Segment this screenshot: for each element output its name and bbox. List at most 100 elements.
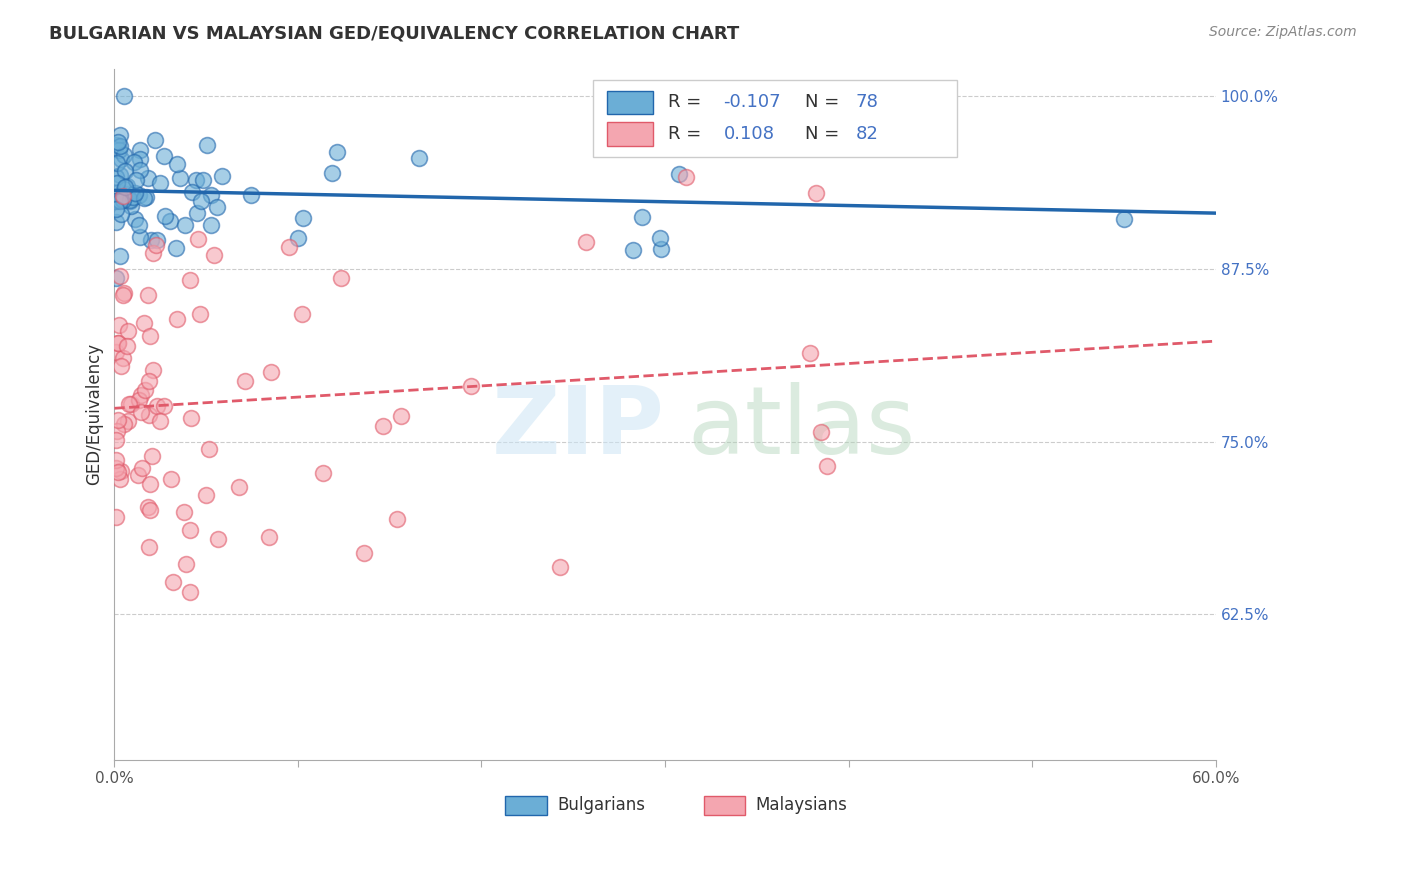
Point xyxy=(292,211,315,225)
Point xyxy=(108,128,131,142)
Point xyxy=(202,248,225,262)
Point xyxy=(153,209,176,223)
Point xyxy=(117,186,139,201)
Text: R =: R = xyxy=(668,94,707,112)
Point xyxy=(107,135,129,149)
Point xyxy=(129,163,152,178)
Point xyxy=(111,351,134,366)
Text: ZIP: ZIP xyxy=(492,382,665,474)
Point xyxy=(108,318,131,332)
Point xyxy=(321,166,343,180)
Point xyxy=(142,363,165,377)
Point xyxy=(105,425,128,439)
Point xyxy=(179,273,201,287)
Point xyxy=(112,190,135,204)
Point xyxy=(112,89,135,103)
Text: R =: R = xyxy=(668,125,713,144)
Point xyxy=(115,179,138,194)
Point xyxy=(548,559,571,574)
Point xyxy=(329,270,352,285)
Point xyxy=(621,243,644,257)
Point xyxy=(277,240,299,254)
Point xyxy=(804,186,827,200)
FancyBboxPatch shape xyxy=(606,122,652,146)
Point xyxy=(200,218,222,232)
Point xyxy=(179,523,201,537)
Point xyxy=(105,194,128,208)
Point xyxy=(112,285,135,300)
Point xyxy=(138,500,160,514)
Point xyxy=(205,200,228,214)
Point xyxy=(173,505,195,519)
Text: 78: 78 xyxy=(855,94,879,112)
Point xyxy=(129,405,152,419)
Point xyxy=(117,397,139,411)
Point xyxy=(110,464,132,478)
Point xyxy=(117,414,139,428)
FancyBboxPatch shape xyxy=(606,91,652,114)
Point xyxy=(188,307,211,321)
Point xyxy=(173,218,195,232)
Point xyxy=(114,164,136,178)
Point xyxy=(187,232,209,246)
Point xyxy=(138,540,160,554)
Point xyxy=(165,241,187,255)
Point xyxy=(105,460,128,475)
Point xyxy=(145,133,167,147)
Point xyxy=(139,234,162,248)
Point xyxy=(108,269,131,284)
Point xyxy=(186,206,208,220)
Text: 82: 82 xyxy=(855,125,879,144)
Point xyxy=(169,171,191,186)
Point xyxy=(128,152,150,166)
Text: N =: N = xyxy=(804,125,845,144)
FancyBboxPatch shape xyxy=(593,79,957,157)
Point xyxy=(810,425,832,439)
Point xyxy=(107,143,129,157)
Point xyxy=(1112,212,1135,227)
Point xyxy=(108,186,131,200)
Point xyxy=(312,466,335,480)
Point xyxy=(105,271,128,285)
Point xyxy=(107,466,129,480)
Point xyxy=(195,137,218,152)
Point xyxy=(211,169,233,184)
Point xyxy=(228,480,250,494)
Point xyxy=(108,139,131,153)
Point xyxy=(125,173,148,187)
Text: atlas: atlas xyxy=(688,382,915,474)
Point xyxy=(128,143,150,157)
Point xyxy=(129,229,152,244)
Text: N =: N = xyxy=(804,94,845,112)
Point xyxy=(257,531,280,545)
Point xyxy=(105,170,128,185)
Point xyxy=(138,374,160,388)
Point xyxy=(132,316,155,330)
Point xyxy=(107,413,129,427)
Text: BULGARIAN VS MALAYSIAN GED/EQUIVALENCY CORRELATION CHART: BULGARIAN VS MALAYSIAN GED/EQUIVALENCY C… xyxy=(49,25,740,43)
Point xyxy=(198,442,221,456)
Point xyxy=(179,584,201,599)
Point xyxy=(128,188,150,202)
Point xyxy=(142,245,165,260)
Point xyxy=(650,231,672,245)
Point xyxy=(166,156,188,170)
Point xyxy=(631,211,654,225)
Point xyxy=(131,460,153,475)
Point xyxy=(149,414,172,428)
Point xyxy=(110,207,132,221)
Point xyxy=(127,467,149,482)
Point xyxy=(112,148,135,162)
Point xyxy=(675,169,697,184)
Point xyxy=(105,215,128,229)
Point xyxy=(134,383,156,397)
Point xyxy=(460,379,482,393)
Point xyxy=(385,512,408,526)
Point xyxy=(136,288,159,302)
Point xyxy=(668,167,690,181)
Point xyxy=(139,477,162,491)
Point xyxy=(105,345,128,359)
Point xyxy=(389,409,412,423)
Point xyxy=(817,459,839,474)
Point xyxy=(105,156,128,170)
